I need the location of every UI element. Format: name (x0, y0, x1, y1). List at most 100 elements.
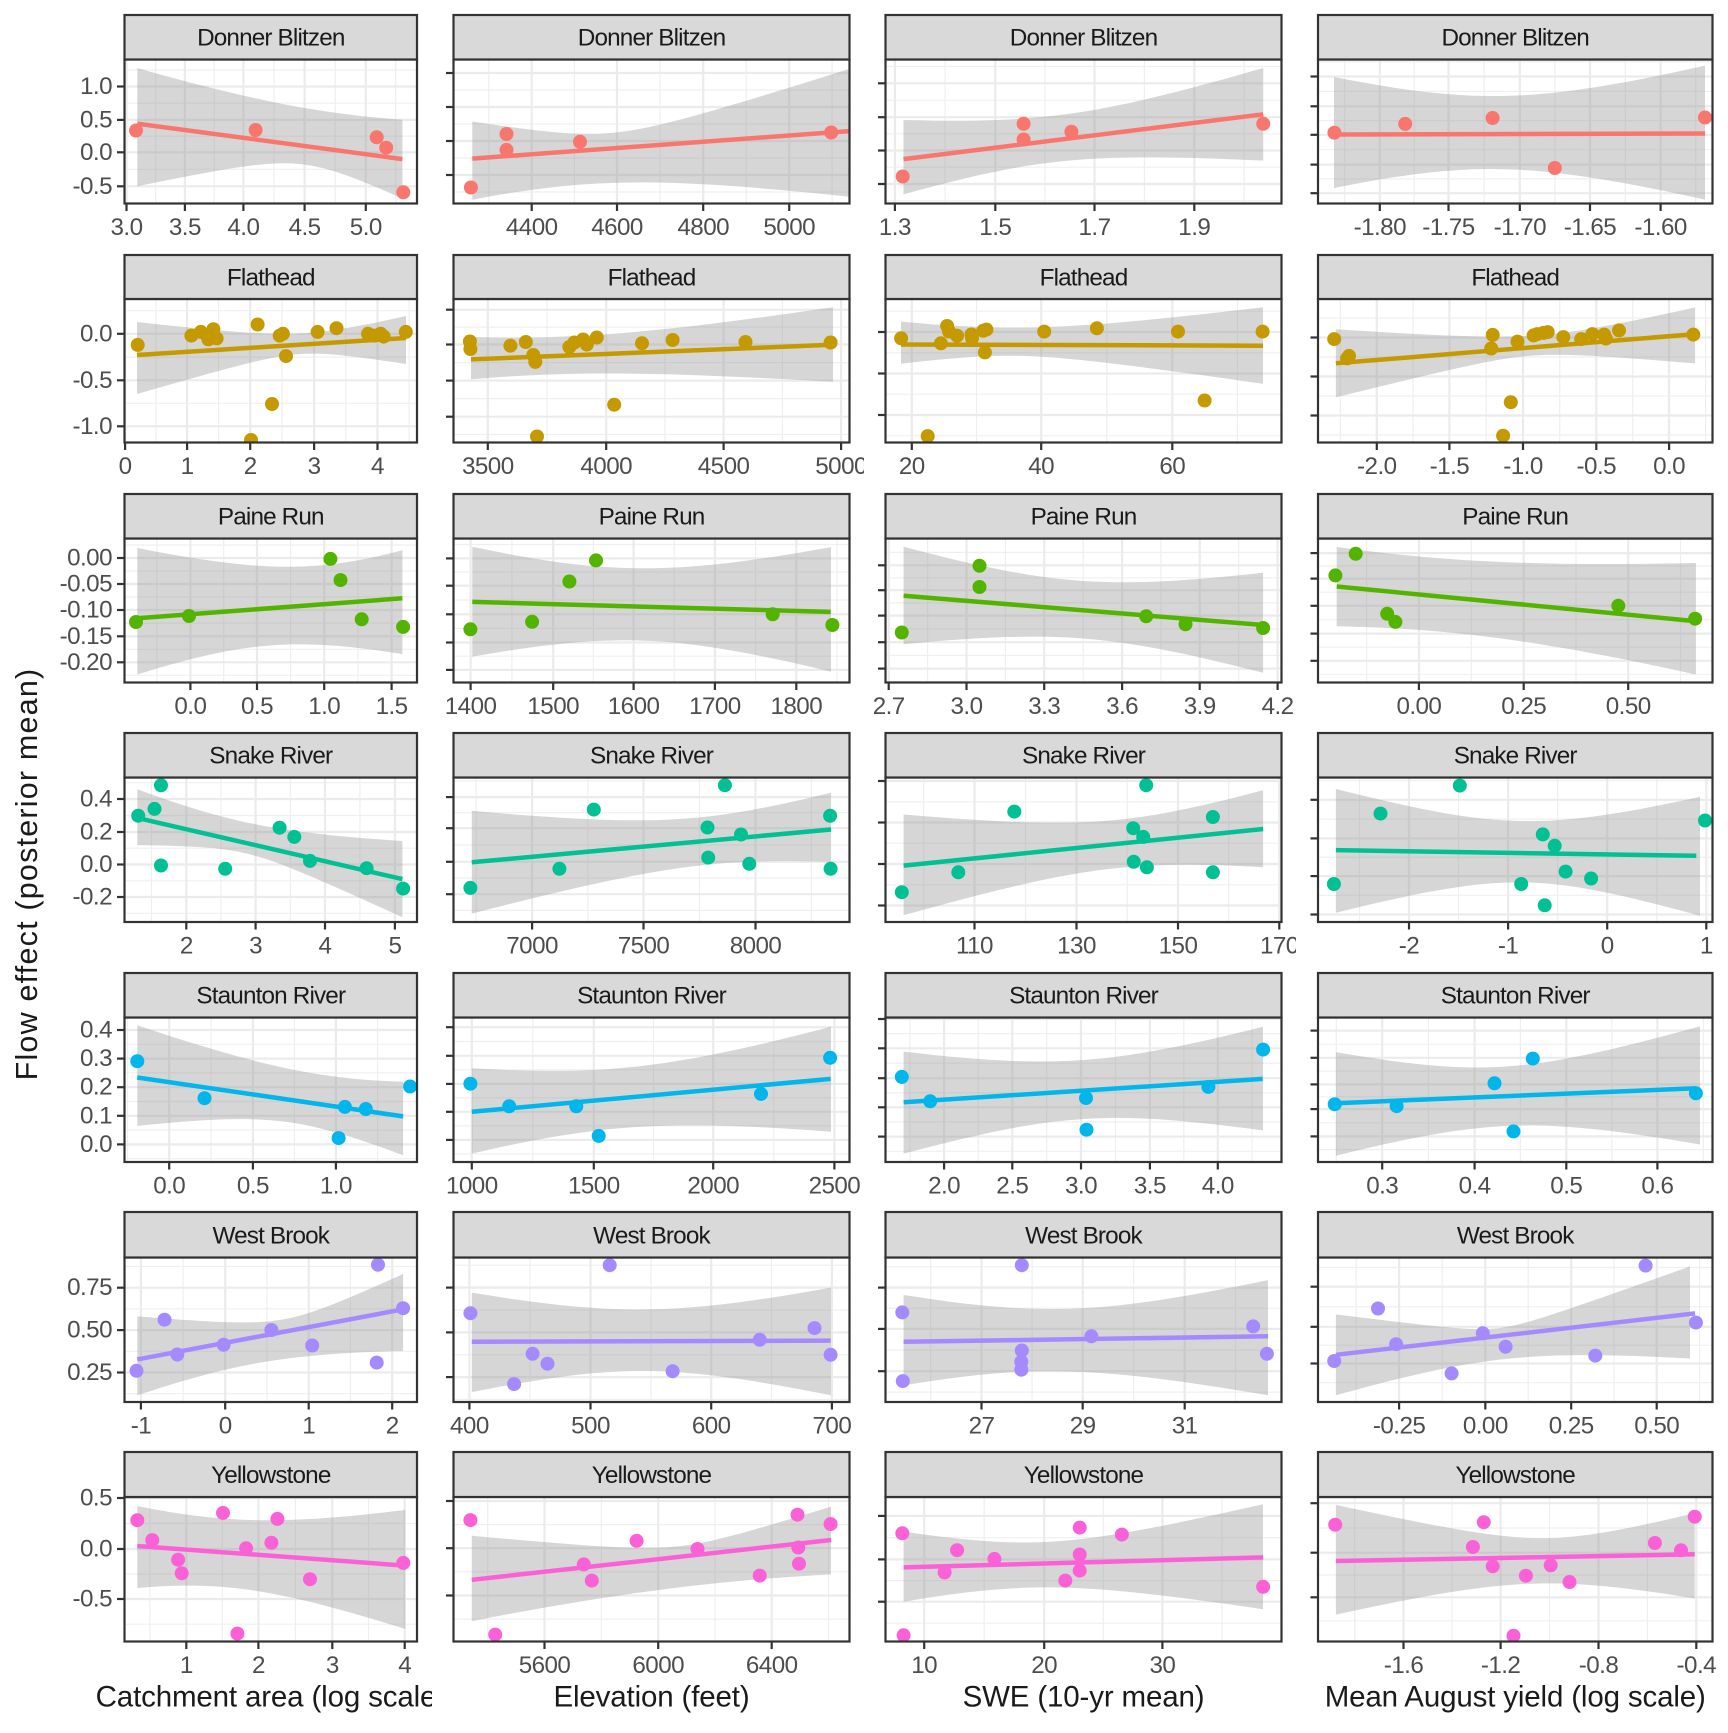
svg-text:1800: 1800 (770, 693, 822, 720)
svg-text:5000: 5000 (815, 453, 867, 480)
svg-text:8000: 8000 (730, 933, 782, 960)
svg-text:Flathead: Flathead (1040, 265, 1128, 292)
svg-text:Snake River: Snake River (209, 743, 333, 770)
svg-text:Staunton River: Staunton River (577, 983, 727, 1010)
svg-text:Flathead: Flathead (227, 265, 315, 292)
svg-text:0.00: 0.00 (1463, 1413, 1508, 1440)
svg-text:Mean August yield (log scale): Mean August yield (log scale) (1325, 1680, 1706, 1713)
svg-text:0: 0 (1601, 933, 1614, 960)
svg-text:Donner Blitzen: Donner Blitzen (1441, 25, 1588, 52)
svg-text:6000: 6000 (632, 1652, 684, 1679)
svg-text:West Brook: West Brook (1457, 1222, 1575, 1249)
svg-text:2.0: 2.0 (928, 1173, 960, 1200)
svg-text:0.0: 0.0 (80, 851, 112, 878)
svg-text:0.3: 0.3 (1366, 1173, 1398, 1200)
svg-text:7500: 7500 (618, 933, 670, 960)
svg-text:1: 1 (181, 453, 194, 480)
svg-text:1400: 1400 (445, 693, 497, 720)
svg-text:4: 4 (371, 453, 384, 480)
svg-text:Flathead: Flathead (1471, 265, 1559, 292)
svg-text:1600: 1600 (608, 693, 660, 720)
svg-text:3.0: 3.0 (1065, 1173, 1097, 1200)
svg-text:2: 2 (244, 453, 257, 480)
svg-text:7000: 7000 (506, 933, 558, 960)
svg-text:0.50: 0.50 (67, 1317, 112, 1344)
svg-text:Staunton River: Staunton River (1441, 983, 1591, 1010)
svg-text:-1.5: -1.5 (1430, 453, 1470, 480)
svg-text:4.0: 4.0 (227, 214, 259, 241)
svg-text:0: 0 (119, 453, 132, 480)
svg-text:3: 3 (326, 1652, 339, 1679)
svg-text:SWE (10-yr mean): SWE (10-yr mean) (963, 1680, 1205, 1713)
svg-text:Flathead: Flathead (608, 265, 696, 292)
svg-text:-1: -1 (131, 1413, 152, 1440)
svg-text:0.0: 0.0 (80, 1131, 112, 1158)
svg-text:3.6: 3.6 (1106, 693, 1138, 720)
svg-text:-0.5: -0.5 (1577, 453, 1617, 480)
svg-text:3.3: 3.3 (1028, 693, 1060, 720)
svg-text:0.0: 0.0 (1653, 453, 1685, 480)
svg-text:4.2: 4.2 (1262, 693, 1294, 720)
svg-text:0.4: 0.4 (1459, 1173, 1491, 1200)
svg-text:4000: 4000 (580, 453, 632, 480)
svg-text:1700: 1700 (689, 693, 741, 720)
svg-text:0.0: 0.0 (153, 1173, 185, 1200)
svg-text:Snake River: Snake River (1022, 743, 1146, 770)
svg-text:0: 0 (219, 1413, 232, 1440)
svg-text:0.5: 0.5 (80, 1485, 112, 1512)
svg-text:0.5: 0.5 (1550, 1173, 1582, 1200)
svg-text:3.0: 3.0 (111, 214, 143, 241)
svg-text:1.0: 1.0 (308, 693, 340, 720)
svg-text:-1.75: -1.75 (1422, 214, 1474, 241)
svg-text:1500: 1500 (568, 1173, 620, 1200)
svg-text:West Brook: West Brook (593, 1222, 711, 1249)
svg-text:Staunton River: Staunton River (196, 983, 346, 1010)
svg-text:Paine Run: Paine Run (218, 504, 324, 531)
svg-text:20: 20 (899, 453, 925, 480)
svg-text:4400: 4400 (506, 214, 558, 241)
svg-text:-2: -2 (1399, 933, 1420, 960)
svg-text:0.00: 0.00 (67, 545, 112, 572)
svg-text:0.00: 0.00 (1396, 693, 1441, 720)
svg-text:1.9: 1.9 (1178, 214, 1210, 241)
svg-text:4500: 4500 (698, 453, 750, 480)
svg-text:Snake River: Snake River (590, 743, 714, 770)
svg-text:5000: 5000 (763, 214, 815, 241)
svg-text:3.5: 3.5 (169, 214, 201, 241)
svg-text:130: 130 (1057, 933, 1096, 960)
svg-text:-0.20: -0.20 (60, 649, 112, 676)
svg-text:29: 29 (1070, 1413, 1096, 1440)
svg-text:-2.0: -2.0 (1357, 453, 1397, 480)
svg-text:500: 500 (571, 1413, 610, 1440)
svg-text:4.0: 4.0 (1202, 1173, 1234, 1200)
svg-text:-1.0: -1.0 (1503, 453, 1543, 480)
svg-text:4.5: 4.5 (289, 214, 321, 241)
svg-text:0.5: 0.5 (237, 1173, 269, 1200)
svg-text:1.5: 1.5 (979, 214, 1011, 241)
svg-text:2500: 2500 (809, 1173, 861, 1200)
svg-text:-0.10: -0.10 (60, 597, 112, 624)
svg-text:1.0: 1.0 (320, 1173, 352, 1200)
svg-text:-1.6: -1.6 (1384, 1652, 1424, 1679)
svg-text:10: 10 (911, 1652, 937, 1679)
svg-text:4: 4 (398, 1652, 411, 1679)
svg-text:5: 5 (388, 933, 401, 960)
svg-text:150: 150 (1159, 933, 1198, 960)
svg-text:Donner Blitzen: Donner Blitzen (197, 25, 344, 52)
svg-text:-1: -1 (1498, 933, 1519, 960)
svg-text:2: 2 (386, 1413, 399, 1440)
svg-text:3.5: 3.5 (1134, 1173, 1166, 1200)
svg-text:-1.2: -1.2 (1481, 1652, 1521, 1679)
svg-text:West Brook: West Brook (212, 1222, 330, 1249)
svg-text:60: 60 (1159, 453, 1185, 480)
svg-text:0.5: 0.5 (80, 106, 112, 133)
svg-text:Paine Run: Paine Run (599, 504, 705, 531)
svg-text:3.9: 3.9 (1184, 693, 1216, 720)
svg-text:0.4: 0.4 (80, 786, 112, 813)
svg-text:Yellowstone: Yellowstone (592, 1462, 712, 1489)
svg-text:1000: 1000 (446, 1173, 498, 1200)
svg-text:1.0: 1.0 (80, 73, 112, 100)
svg-text:0.2: 0.2 (80, 819, 112, 846)
svg-text:-0.8: -0.8 (1579, 1652, 1619, 1679)
svg-text:1.3: 1.3 (879, 214, 911, 241)
